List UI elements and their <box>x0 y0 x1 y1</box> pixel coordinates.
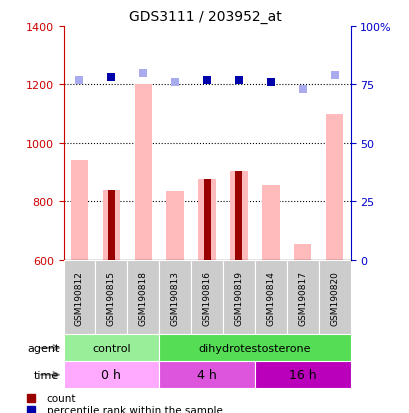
Bar <box>286 260 318 335</box>
Text: GSM190814: GSM190814 <box>266 270 275 325</box>
Text: GSM190817: GSM190817 <box>297 270 306 325</box>
Bar <box>254 260 286 335</box>
Text: GSM190816: GSM190816 <box>202 270 211 325</box>
Text: GDS3111 / 203952_at: GDS3111 / 203952_at <box>128 10 281 24</box>
Bar <box>70 161 88 260</box>
Bar <box>127 260 159 335</box>
Bar <box>166 192 184 260</box>
Text: time: time <box>34 370 59 380</box>
Text: 16 h: 16 h <box>288 368 316 381</box>
Bar <box>134 85 152 260</box>
Bar <box>159 335 350 361</box>
Text: GSM190813: GSM190813 <box>170 270 179 325</box>
Text: GSM190815: GSM190815 <box>107 270 116 325</box>
Bar <box>318 260 350 335</box>
Bar <box>95 260 127 335</box>
Text: control: control <box>92 343 130 353</box>
Bar <box>235 171 242 260</box>
Text: GSM190819: GSM190819 <box>234 270 243 325</box>
Text: GSM190812: GSM190812 <box>75 270 84 325</box>
Text: 4 h: 4 h <box>197 368 216 381</box>
Bar <box>63 361 159 388</box>
Bar <box>63 335 159 361</box>
Bar <box>325 114 343 260</box>
Bar <box>293 244 311 260</box>
Text: percentile rank within the sample: percentile rank within the sample <box>47 405 222 413</box>
Bar <box>254 361 350 388</box>
Text: GSM190818: GSM190818 <box>138 270 147 325</box>
Bar <box>229 171 247 260</box>
Bar <box>198 180 215 260</box>
Bar <box>261 186 279 260</box>
Text: dihydrotestosterone: dihydrotestosterone <box>198 343 310 353</box>
Bar <box>108 190 115 260</box>
Bar <box>102 190 120 260</box>
Text: GSM190820: GSM190820 <box>329 270 338 325</box>
Text: 0 h: 0 h <box>101 368 121 381</box>
Text: count: count <box>47 393 76 403</box>
Text: agent: agent <box>27 343 59 353</box>
Bar <box>159 361 254 388</box>
Bar <box>191 260 222 335</box>
Bar <box>222 260 254 335</box>
Bar <box>203 180 210 260</box>
Bar <box>63 260 95 335</box>
Bar <box>159 260 191 335</box>
